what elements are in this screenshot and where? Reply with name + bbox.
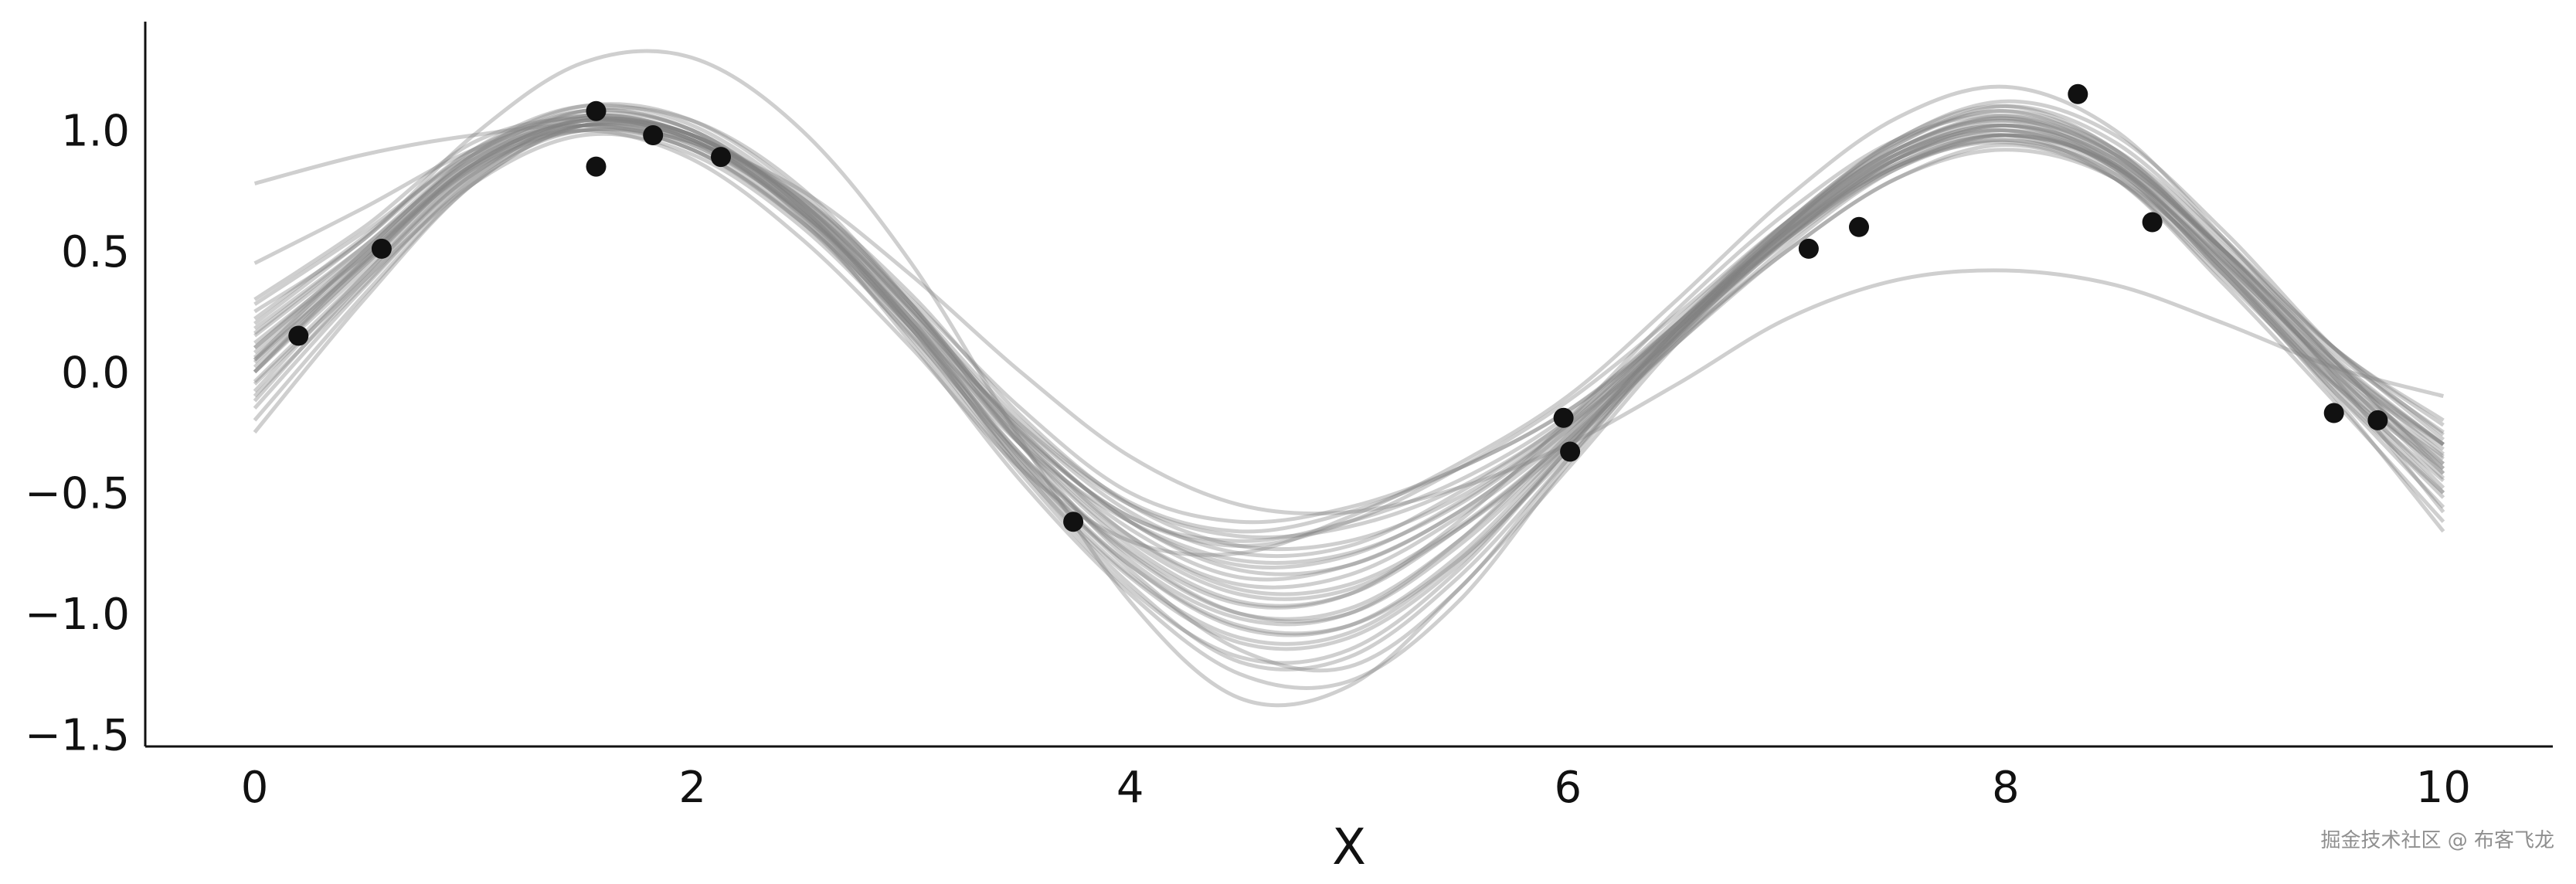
y-tick-label: −1.5 — [25, 710, 130, 760]
y-tick-label: 0.0 — [61, 348, 130, 398]
sample-line-26 — [253, 117, 2445, 601]
sample-line-25 — [253, 118, 2445, 621]
x-tick-label: 10 — [2416, 763, 2471, 813]
sample-line-4 — [253, 131, 2445, 624]
sample-line-30 — [253, 117, 2445, 590]
observation-point-8 — [1553, 407, 1574, 428]
sample-line-7 — [253, 116, 2445, 539]
sample-line-12 — [253, 123, 2445, 516]
observation-point-6 — [711, 147, 731, 168]
observation-points — [288, 83, 2388, 532]
sample-line-13 — [253, 49, 2445, 708]
observation-point-7 — [1063, 512, 1084, 532]
sample-line-8 — [253, 117, 2445, 673]
sample-line-19 — [253, 116, 2445, 549]
sample-line-20 — [253, 102, 2445, 597]
sample-line-24 — [253, 113, 2445, 534]
sample-line-2 — [253, 121, 2445, 582]
observation-point-9 — [1560, 441, 1581, 462]
y-tick-label: −1.0 — [25, 590, 130, 640]
x-tick-label: 4 — [1116, 763, 1144, 813]
sample-line-1 — [253, 128, 2445, 565]
sample-line-28 — [253, 113, 2445, 570]
observation-point-14 — [2323, 403, 2344, 423]
sample-line-3 — [253, 107, 2445, 608]
observation-point-4 — [586, 156, 607, 177]
y-tick-label: 0.5 — [61, 227, 130, 277]
observation-point-2 — [371, 238, 392, 259]
sample-line-6 — [253, 108, 2445, 651]
sample-line-15 — [253, 111, 2445, 636]
watermark: 掘金技术社区 @ 布客飞龙 — [2320, 829, 2554, 852]
sample-line-9 — [253, 127, 2445, 552]
observation-point-15 — [2367, 410, 2388, 430]
sample-line-14 — [253, 84, 2445, 557]
y-tick-label: 1.0 — [61, 107, 130, 157]
sample-line-27 — [253, 107, 2445, 638]
y-tick-label: −0.5 — [25, 469, 130, 519]
x-tick-label: 0 — [241, 763, 269, 813]
sample-line-22 — [253, 123, 2445, 576]
observation-point-13 — [2142, 212, 2163, 233]
x-axis-label: X — [1332, 819, 1366, 876]
sample-line-18 — [253, 127, 2445, 665]
sample-line-29 — [253, 116, 2445, 646]
sample-line-11 — [253, 115, 2445, 525]
observation-point-1 — [288, 325, 309, 346]
observation-point-12 — [2068, 83, 2088, 104]
observation-point-10 — [1798, 238, 1819, 259]
sample-line-16 — [253, 117, 2445, 559]
sample-line-23 — [253, 113, 2445, 610]
observation-point-5 — [643, 125, 664, 145]
observation-point-3 — [586, 100, 607, 121]
observation-point-11 — [1849, 216, 1869, 237]
sample-line-5 — [253, 103, 2445, 543]
sample-lines — [253, 49, 2445, 708]
sample-line-17 — [253, 99, 2445, 627]
x-tick-label: 8 — [1992, 763, 2020, 813]
x-tick-label: 6 — [1554, 763, 1582, 813]
sample-line-10 — [253, 104, 2445, 690]
sample-line-21 — [253, 109, 2445, 672]
axes: 0 2 4 6 8 10 −1.5 −1.0 −0.5 0.0 0.5 1.0 — [25, 22, 2553, 813]
x-tick-label: 2 — [678, 763, 706, 813]
